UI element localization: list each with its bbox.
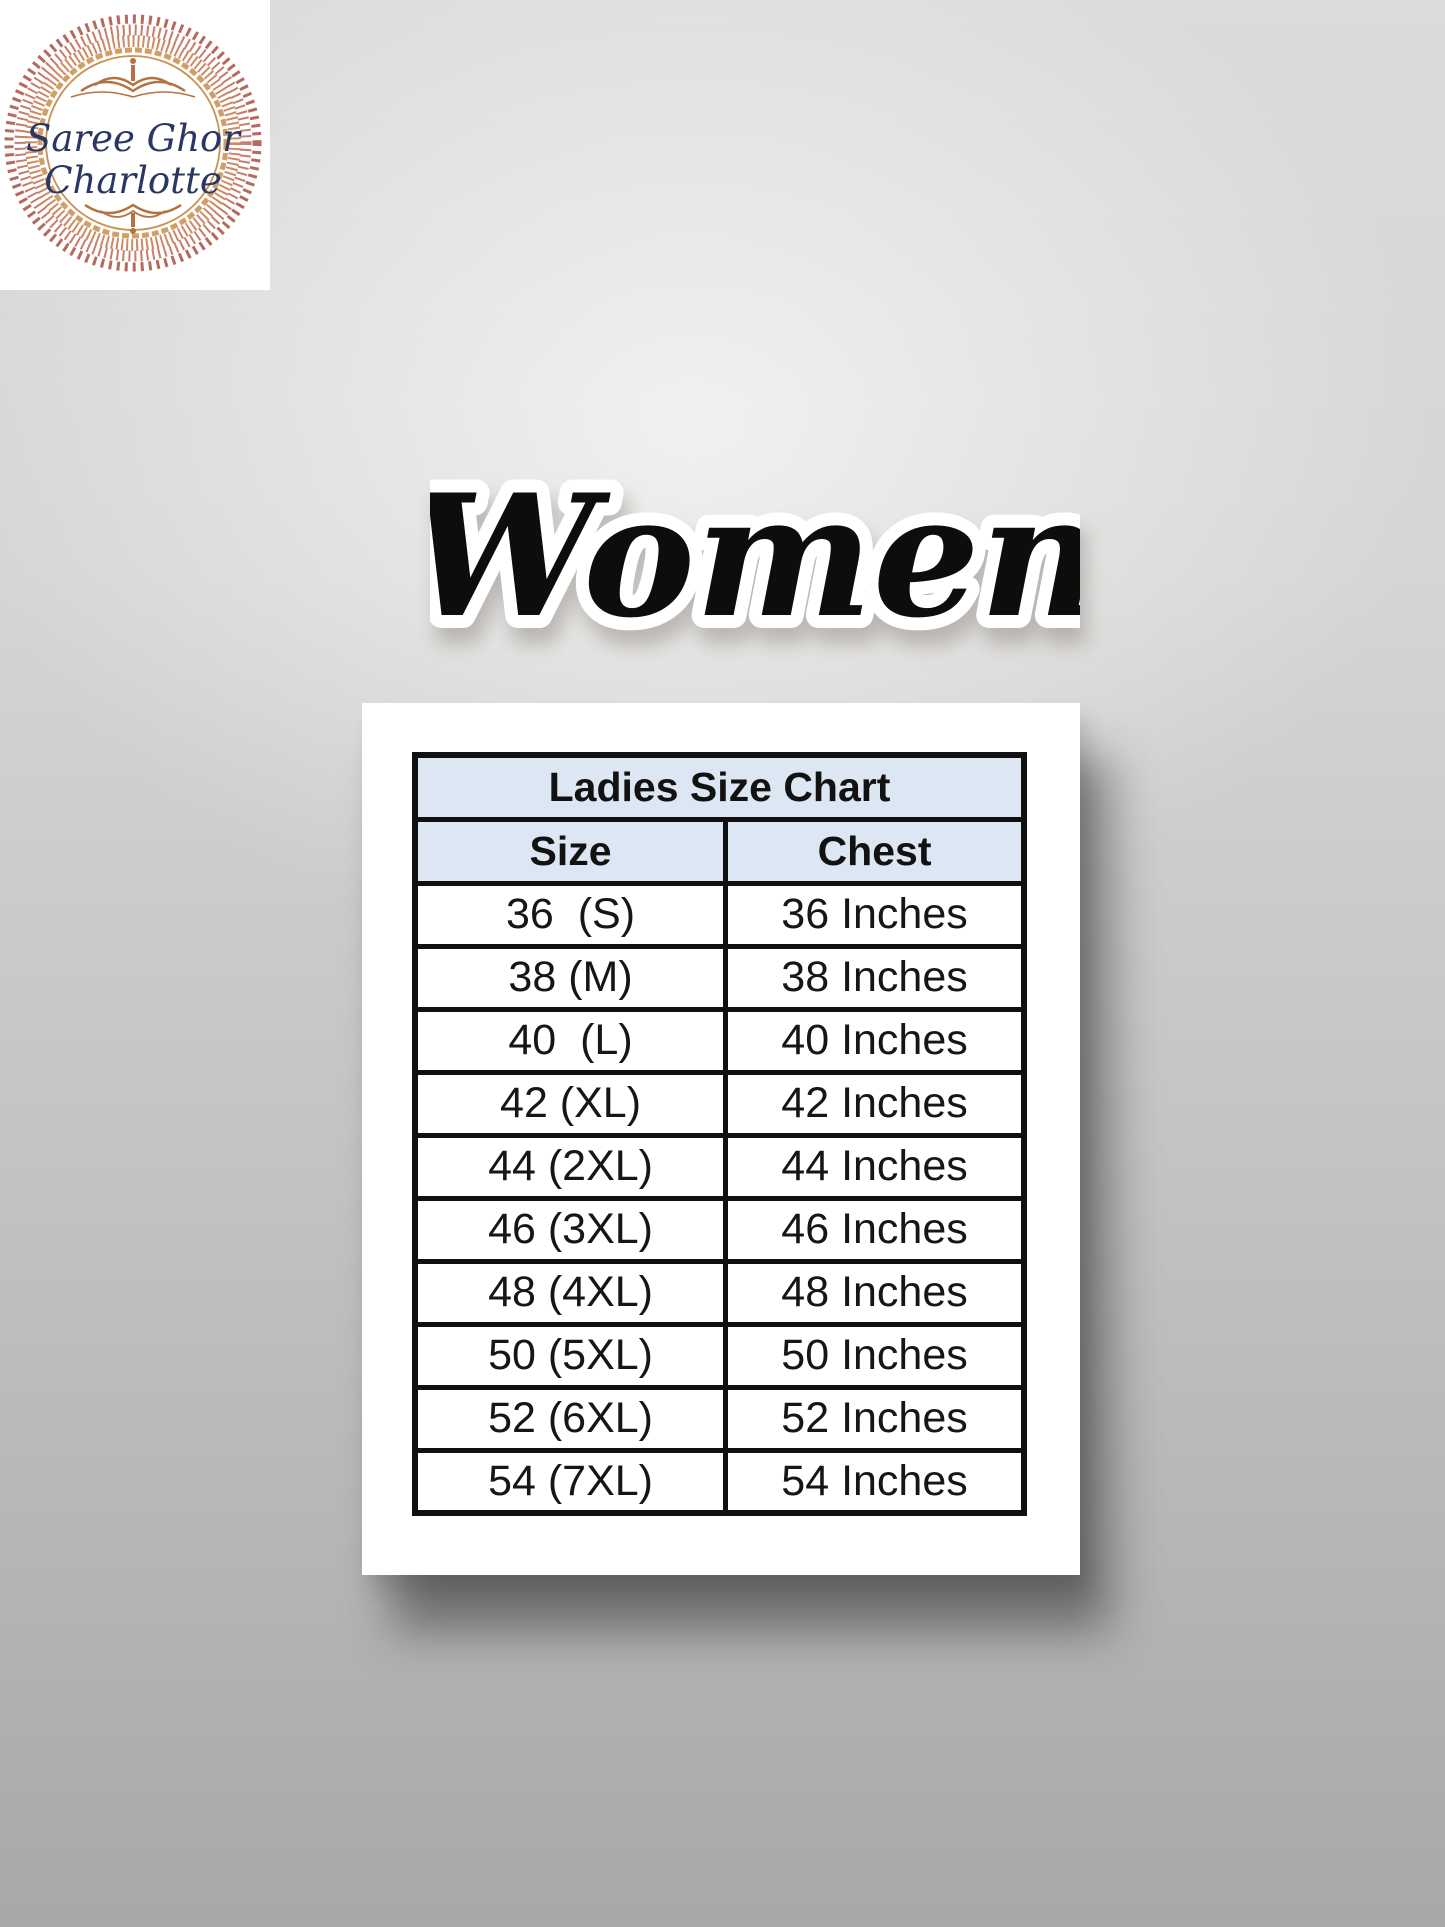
crown-ornament-icon <box>70 58 196 98</box>
table-row: 44 (2XL) 44 Inches <box>412 1132 1027 1201</box>
flourish-ornament-icon <box>84 203 182 234</box>
size-cell: 48 (4XL) <box>412 1258 729 1327</box>
size-cell: 36 (S) <box>412 880 729 949</box>
chest-cell: 52 Inches <box>723 1384 1027 1453</box>
brand-name-line1: Saree Ghor <box>26 117 242 160</box>
chest-cell: 54 Inches <box>723 1447 1027 1516</box>
chest-cell: 42 Inches <box>723 1069 1027 1138</box>
table-row: 36 (S) 36 Inches <box>412 880 1027 949</box>
page-title: Women <box>430 457 1080 655</box>
women-heading-sticker: Women <box>430 430 1080 680</box>
size-cell: 38 (M) <box>412 943 729 1012</box>
table-title: Ladies Size Chart <box>412 752 1027 822</box>
brand-logo: Saree Ghor Charlotte <box>0 0 270 290</box>
chest-cell: 36 Inches <box>723 880 1027 949</box>
size-cell: 54 (7XL) <box>412 1447 729 1516</box>
table-row: 46 (3XL) 46 Inches <box>412 1195 1027 1264</box>
column-header-chest: Chest <box>723 816 1027 886</box>
size-chart-table: Ladies Size Chart Size Chest 36 (S) 36 I… <box>412 752 1027 1516</box>
size-cell: 52 (6XL) <box>412 1384 729 1453</box>
table-row: 50 (5XL) 50 Inches <box>412 1321 1027 1390</box>
table-row: 54 (7XL) 54 Inches <box>412 1447 1027 1516</box>
column-header-size: Size <box>412 816 729 886</box>
table-row: 42 (XL) 42 Inches <box>412 1069 1027 1138</box>
table-header-row: Size Chest <box>412 816 1027 886</box>
brand-ornament-wreath-icon: Saree Ghor Charlotte <box>4 14 262 272</box>
chest-cell: 46 Inches <box>723 1195 1027 1264</box>
chest-cell: 50 Inches <box>723 1321 1027 1390</box>
size-chart-card: Ladies Size Chart Size Chest 36 (S) 36 I… <box>362 703 1080 1575</box>
brand-name-line2: Charlotte <box>44 159 222 202</box>
size-cell: 46 (3XL) <box>412 1195 729 1264</box>
table-title-row: Ladies Size Chart <box>412 752 1027 822</box>
table-row: 48 (4XL) 48 Inches <box>412 1258 1027 1327</box>
table-row: 52 (6XL) 52 Inches <box>412 1384 1027 1453</box>
size-cell: 44 (2XL) <box>412 1132 729 1201</box>
chest-cell: 40 Inches <box>723 1006 1027 1075</box>
chest-cell: 38 Inches <box>723 943 1027 1012</box>
table-row: 38 (M) 38 Inches <box>412 943 1027 1012</box>
chest-cell: 48 Inches <box>723 1258 1027 1327</box>
size-cell: 40 (L) <box>412 1006 729 1075</box>
chest-cell: 44 Inches <box>723 1132 1027 1201</box>
size-cell: 50 (5XL) <box>412 1321 729 1390</box>
table-row: 40 (L) 40 Inches <box>412 1006 1027 1075</box>
size-cell: 42 (XL) <box>412 1069 729 1138</box>
